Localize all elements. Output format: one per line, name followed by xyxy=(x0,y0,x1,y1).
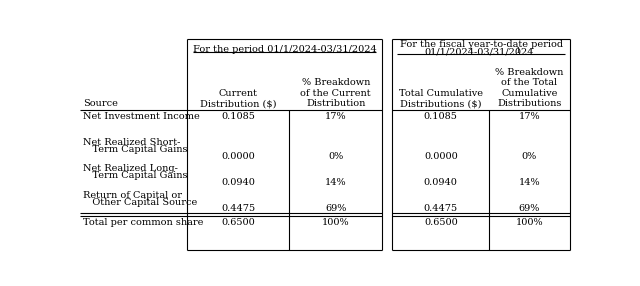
Text: 0.0940: 0.0940 xyxy=(221,178,255,187)
Text: 0.6500: 0.6500 xyxy=(221,218,255,227)
Text: 0%: 0% xyxy=(522,152,537,161)
Text: Current
Distribution ($): Current Distribution ($) xyxy=(200,89,276,108)
Text: 17%: 17% xyxy=(325,112,347,121)
Text: 100%: 100% xyxy=(322,218,349,227)
Text: 0.0940: 0.0940 xyxy=(424,178,458,187)
Text: Net Realized Long-: Net Realized Long- xyxy=(83,164,178,173)
Text: 1: 1 xyxy=(515,47,520,55)
Text: % Breakdown
of the Total
Cumulative
Distributions: % Breakdown of the Total Cumulative Dist… xyxy=(495,68,564,108)
Text: 0.0000: 0.0000 xyxy=(221,152,255,161)
Text: 0.4475: 0.4475 xyxy=(221,204,255,213)
Text: Source: Source xyxy=(83,99,118,108)
Text: 0.1085: 0.1085 xyxy=(424,112,458,121)
Text: % Breakdown
of the Current
Distribution: % Breakdown of the Current Distribution xyxy=(300,78,371,108)
Text: Other Capital Source: Other Capital Source xyxy=(83,198,197,206)
Text: 01/1/2024-03/31/2024: 01/1/2024-03/31/2024 xyxy=(424,47,534,56)
Text: 0.0000: 0.0000 xyxy=(424,152,458,161)
Text: 0%: 0% xyxy=(328,152,344,161)
Text: 14%: 14% xyxy=(325,178,347,187)
Text: Total per common share: Total per common share xyxy=(83,218,204,227)
Text: Net Investment Income: Net Investment Income xyxy=(83,112,200,121)
Text: 69%: 69% xyxy=(519,204,540,213)
Text: 69%: 69% xyxy=(325,204,346,213)
Text: For the fiscal year-to-date period: For the fiscal year-to-date period xyxy=(399,41,563,49)
Text: 100%: 100% xyxy=(516,218,543,227)
Text: Return of Capital or: Return of Capital or xyxy=(83,191,182,200)
Text: 0.6500: 0.6500 xyxy=(424,218,458,227)
Text: For the period 01/1/2024-03/31/2024: For the period 01/1/2024-03/31/2024 xyxy=(193,45,376,54)
Text: Term Capital Gains: Term Capital Gains xyxy=(83,145,188,154)
Text: 0.4475: 0.4475 xyxy=(424,204,458,213)
Text: Total Cumulative
Distributions ($): Total Cumulative Distributions ($) xyxy=(399,89,483,108)
Text: 17%: 17% xyxy=(518,112,540,121)
Text: Term Capital Gains: Term Capital Gains xyxy=(83,171,188,180)
Text: Net Realized Short-: Net Realized Short- xyxy=(83,138,180,147)
Text: 0.1085: 0.1085 xyxy=(221,112,255,121)
Text: 14%: 14% xyxy=(518,178,540,187)
